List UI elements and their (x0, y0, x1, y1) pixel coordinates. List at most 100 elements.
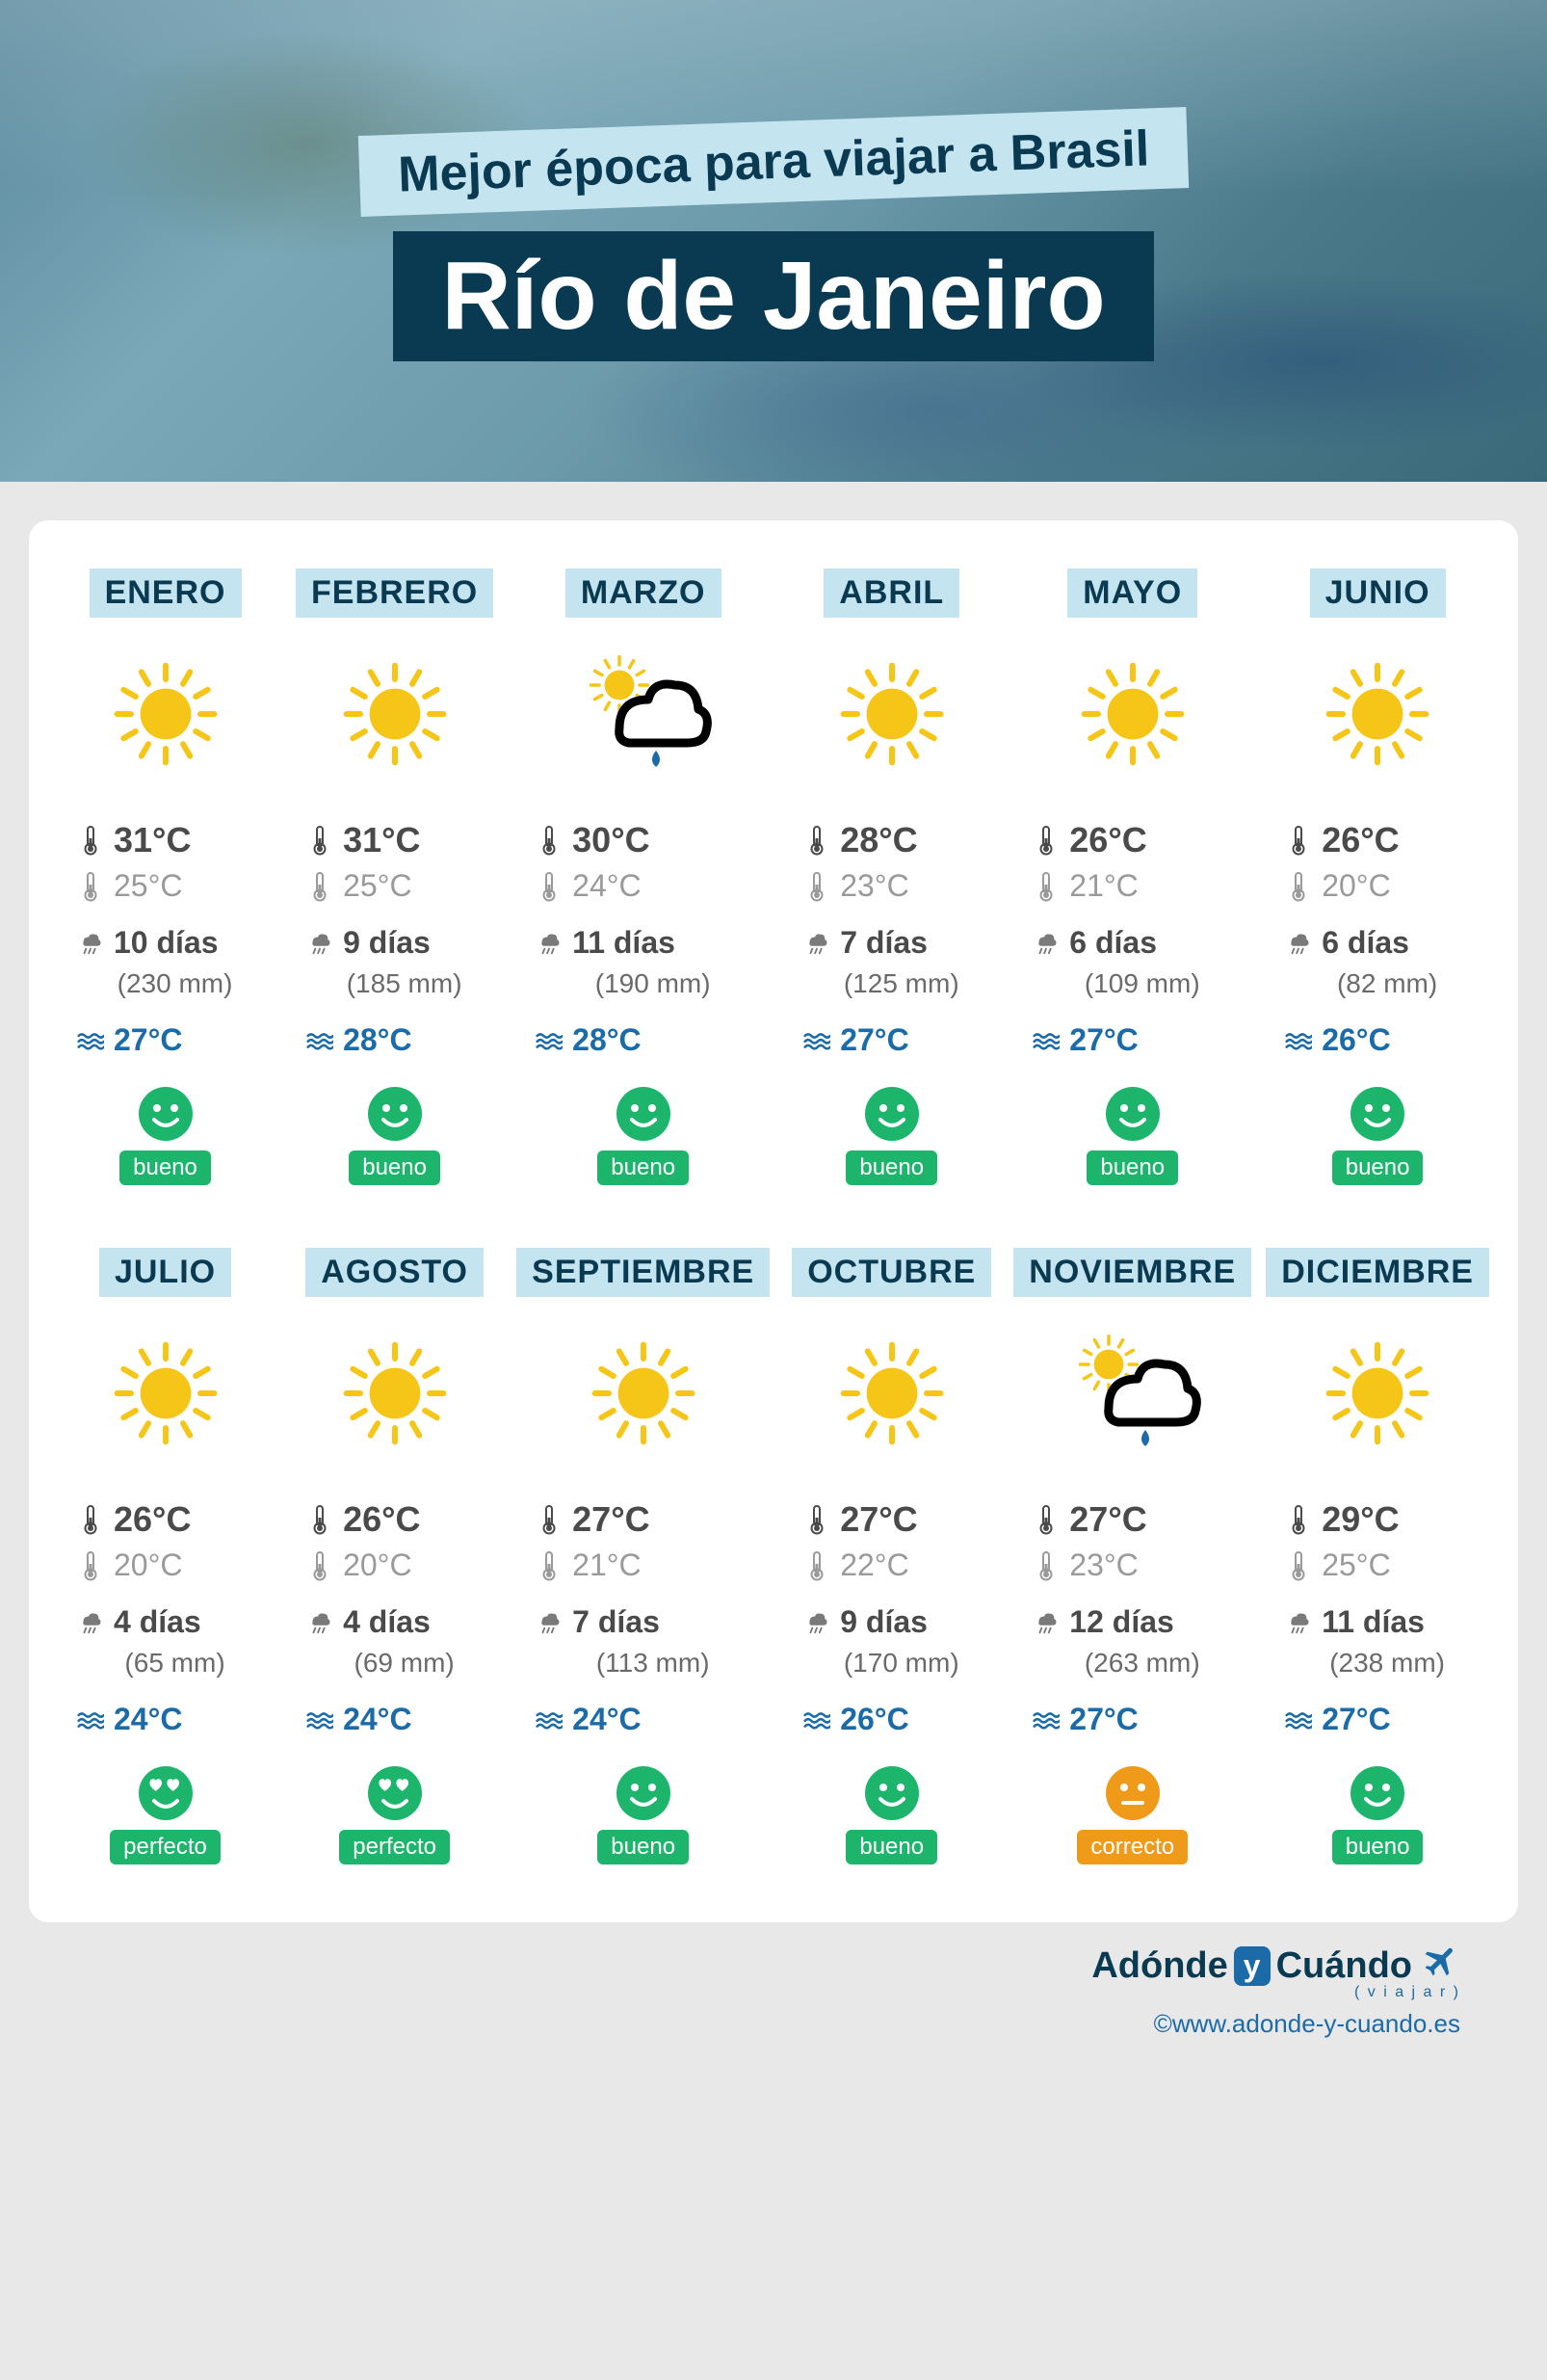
month-name: NOVIEMBRE (1013, 1248, 1251, 1297)
month-card: AGOSTO 26°C 20°C 4 días (69 mm) (287, 1248, 502, 1864)
rain-days-value: 10 días (114, 925, 219, 961)
rating-face-icon (1106, 1766, 1160, 1820)
rain-mm-value: (65 mm) (105, 1648, 224, 1679)
thermometer-icon (77, 871, 104, 902)
month-card: FEBRERO 31°C 25°C 9 días (185 mm) (287, 569, 502, 1185)
rain-cloud-icon (1285, 928, 1312, 959)
rain-days-value: 7 días (572, 1604, 660, 1640)
rain-days-row: 10 días (58, 925, 273, 961)
temp-high-row: 28°C (784, 820, 999, 860)
temp-high-value: 27°C (1069, 1499, 1146, 1540)
temp-high-value: 30°C (572, 820, 649, 860)
thermometer-icon (803, 871, 830, 902)
rain-days-value: 12 días (1069, 1604, 1174, 1640)
temp-low-value: 21°C (1069, 868, 1139, 904)
temp-low-value: 25°C (114, 868, 183, 904)
rain-cloud-icon (803, 928, 830, 959)
rain-cloud-icon (1033, 1607, 1060, 1638)
rain-cloud-icon (536, 1607, 563, 1638)
weather-icon (108, 1326, 223, 1461)
thermometer-icon (536, 1504, 563, 1535)
rain-cloud-icon (77, 928, 104, 959)
sea-temp-row: 27°C (784, 1022, 999, 1058)
month-card: DICIEMBRE 29°C 25°C 11 días (238 mm) (1266, 1248, 1489, 1864)
temp-low-row: 21°C (516, 1547, 770, 1583)
waves-icon (1033, 1025, 1060, 1056)
waves-icon (77, 1705, 104, 1735)
temp-low-row: 20°C (1266, 868, 1489, 904)
sea-temp-row: 27°C (1013, 1702, 1251, 1737)
sea-temp-row: 27°C (58, 1022, 273, 1058)
waves-icon (1285, 1705, 1312, 1735)
rain-mm-value: (113 mm) (577, 1648, 710, 1679)
page-title: Río de Janeiro (393, 231, 1153, 361)
sea-temp-value: 26°C (1322, 1022, 1391, 1058)
rating-face-icon (139, 1087, 193, 1141)
month-name: ENERO (90, 569, 242, 618)
temp-high-value: 26°C (1322, 820, 1399, 860)
rating-face-icon (368, 1766, 422, 1820)
temp-low-row: 25°C (1266, 1547, 1489, 1583)
plane-icon (1422, 1942, 1460, 1990)
brand-part-y: y (1234, 1946, 1271, 1986)
sea-temp-row: 26°C (1266, 1022, 1489, 1058)
sea-temp-row: 24°C (58, 1702, 273, 1737)
rating-label: bueno (119, 1150, 211, 1185)
waves-icon (1033, 1705, 1060, 1735)
temp-low-row: 23°C (1013, 1547, 1251, 1583)
thermometer-icon (77, 825, 104, 856)
rain-cloud-icon (536, 928, 563, 959)
rain-days-row: 4 días (58, 1604, 273, 1640)
temp-high-value: 26°C (1069, 820, 1146, 860)
thermometer-icon (536, 871, 563, 902)
temp-low-row: 22°C (784, 1547, 999, 1583)
weather-icon (571, 647, 716, 781)
thermometer-icon (1285, 1504, 1312, 1535)
waves-icon (306, 1705, 333, 1735)
rating-label: correcto (1077, 1830, 1188, 1864)
rain-cloud-icon (1285, 1607, 1312, 1638)
rating-face-icon (865, 1766, 919, 1820)
month-name: AGOSTO (305, 1248, 484, 1297)
weather-icon (834, 647, 950, 781)
temp-low-value: 20°C (114, 1547, 183, 1583)
rain-mm-value: (263 mm) (1065, 1648, 1200, 1679)
rain-mm-value: (170 mm) (825, 1648, 959, 1679)
content-wrap: ENERO 31°C 25°C 10 días (230 mm) (0, 482, 1547, 2097)
weather-icon (337, 1326, 453, 1461)
rain-mm-value: (69 mm) (335, 1648, 455, 1679)
waves-icon (536, 1705, 563, 1735)
rain-days-value: 9 días (840, 1604, 928, 1640)
sea-temp-value: 26°C (840, 1702, 909, 1737)
rating-label: bueno (846, 1830, 937, 1864)
month-card: OCTUBRE 27°C 22°C 9 días (170 mm) (784, 1248, 999, 1864)
waves-icon (536, 1025, 563, 1056)
rain-days-row: 4 días (287, 1604, 502, 1640)
temp-high-row: 30°C (516, 820, 770, 860)
hero-banner: Mejor época para viajar a Brasil Río de … (0, 0, 1547, 482)
sea-temp-value: 27°C (840, 1022, 909, 1058)
footer: Adónde y Cuándo ( v i a j a r ) ©www.ado… (29, 1922, 1518, 2077)
temp-low-row: 20°C (58, 1547, 273, 1583)
month-card: JULIO 26°C 20°C 4 días (65 mm) (58, 1248, 273, 1864)
temp-high-value: 27°C (840, 1499, 917, 1540)
month-card: SEPTIEMBRE 27°C 21°C 7 días (113 mm) (516, 1248, 770, 1864)
temp-low-row: 21°C (1013, 868, 1251, 904)
rain-days-value: 11 días (1322, 1604, 1425, 1640)
thermometer-icon (1033, 825, 1060, 856)
rating-label: bueno (597, 1830, 689, 1864)
thermometer-icon (803, 1504, 830, 1535)
temp-high-row: 29°C (1266, 1499, 1489, 1540)
temp-high-value: 28°C (840, 820, 917, 860)
rating-face-icon (1350, 1766, 1404, 1820)
temp-low-value: 21°C (572, 1547, 642, 1583)
thermometer-icon (1285, 871, 1312, 902)
thermometer-icon (306, 1550, 333, 1581)
temp-low-row: 25°C (58, 868, 273, 904)
temp-high-value: 26°C (343, 1499, 420, 1540)
rain-days-row: 11 días (1266, 1604, 1489, 1640)
temp-high-row: 26°C (1013, 820, 1251, 860)
thermometer-icon (1285, 1550, 1312, 1581)
temp-low-row: 24°C (516, 868, 770, 904)
thermometer-icon (77, 1550, 104, 1581)
